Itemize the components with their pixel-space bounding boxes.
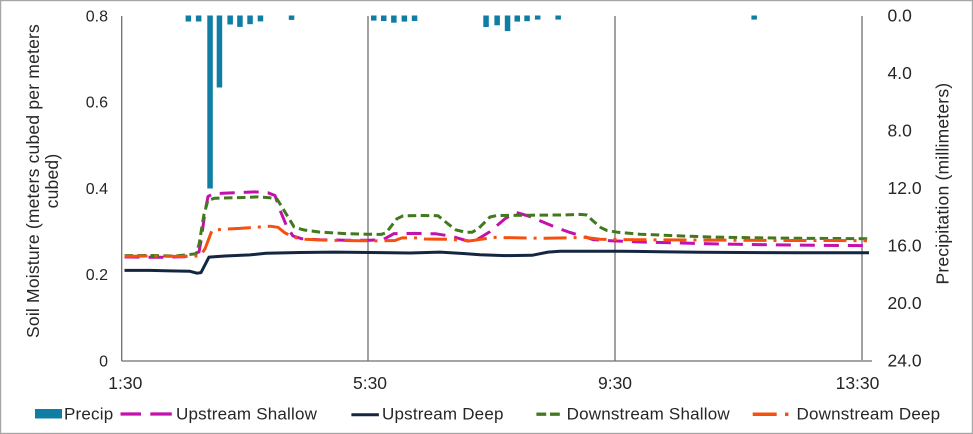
svg-text:0.4: 0.4 [86,181,108,198]
svg-text:Downstream Deep: Downstream Deep [797,405,941,424]
svg-text:cubed): cubed) [42,154,62,209]
svg-text:0.0: 0.0 [888,6,913,26]
svg-text:Downstream Shallow: Downstream Shallow [567,405,731,424]
svg-text:5:30: 5:30 [353,373,387,393]
svg-text:13:30: 13:30 [836,373,880,393]
svg-text:12.0: 12.0 [888,178,922,198]
svg-text:9:30: 9:30 [598,373,632,393]
svg-text:1:30: 1:30 [108,373,142,393]
svg-text:0.8: 0.8 [86,9,108,26]
svg-text:8.0: 8.0 [888,121,913,141]
svg-text:16.0: 16.0 [888,236,922,256]
svg-text:20.0: 20.0 [888,293,922,313]
svg-text:Upstream Shallow: Upstream Shallow [176,405,318,424]
svg-text:Precipitation (millimeters): Precipitation (millimeters) [933,83,953,285]
svg-text:Soil Moisture (meters cubed pe: Soil Moisture (meters cubed per meters [23,24,43,338]
svg-text:0.2: 0.2 [86,267,108,284]
svg-text:0: 0 [99,354,108,371]
svg-text:Upstream Deep: Upstream Deep [382,405,504,424]
svg-text:Precip: Precip [64,405,113,424]
svg-text:0.6: 0.6 [86,95,108,112]
svg-text:4.0: 4.0 [888,63,913,83]
svg-text:24.0: 24.0 [888,351,922,371]
